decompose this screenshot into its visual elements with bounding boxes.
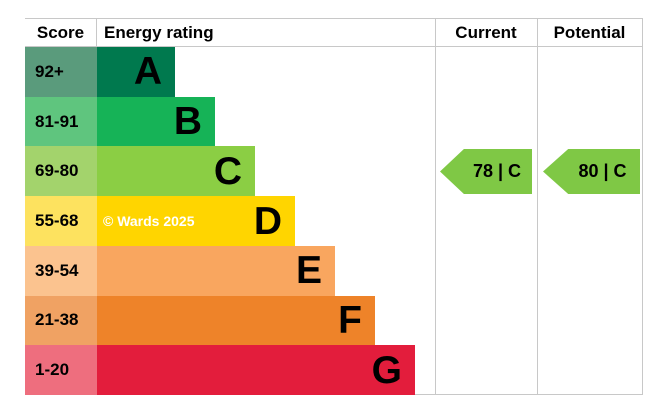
band-bar-f: F bbox=[97, 295, 375, 346]
band-bar-b: B bbox=[97, 96, 215, 147]
score-range-g: 1-20 bbox=[25, 345, 97, 396]
current-rating-label: 78 | C bbox=[472, 161, 522, 181]
band-letter: A bbox=[133, 50, 162, 94]
epc-band-row-b: 81-91 B bbox=[25, 96, 642, 147]
table-header: Score Energy rating Current Potential bbox=[25, 19, 642, 47]
band-bar-e: E bbox=[97, 245, 335, 296]
band-bar-a: A bbox=[97, 47, 175, 97]
epc-band-row-c: 69-80 C bbox=[25, 146, 642, 197]
epc-band-row-e: 39-54 E bbox=[25, 245, 642, 296]
score-range-d: 55-68 bbox=[25, 196, 97, 246]
score-column-header: Score bbox=[25, 19, 97, 46]
score-range-e: 39-54 bbox=[25, 245, 97, 296]
score-range-c: 69-80 bbox=[25, 146, 97, 197]
epc-band-row-g: 1-20 G bbox=[25, 345, 642, 396]
band-rows: 92+ A 81-91 B 69-80 C 55-68 D © Wards 2025 39-54 E… bbox=[25, 47, 642, 396]
band-bar-g: G bbox=[97, 345, 415, 396]
band-letter: C bbox=[213, 149, 242, 193]
current-column-divider bbox=[435, 19, 436, 394]
energy-rating-column-header: Energy rating bbox=[104, 22, 214, 42]
wards-copyright-watermark: © Wards 2025 bbox=[103, 213, 195, 230]
band-letter: D bbox=[253, 199, 282, 243]
band-bar-d: D © Wards 2025 bbox=[97, 196, 295, 246]
score-range-b: 81-91 bbox=[25, 96, 97, 147]
potential-rating-label: 80 | C bbox=[578, 161, 627, 181]
score-range-f: 21-38 bbox=[25, 295, 97, 346]
current-column-header: Current bbox=[455, 22, 517, 42]
potential-column-header: Potential bbox=[553, 22, 626, 42]
epc-band-row-f: 21-38 F bbox=[25, 295, 642, 346]
band-letter: F bbox=[338, 298, 362, 342]
epc-table: Score Energy rating Current Potential 92… bbox=[25, 18, 643, 396]
band-letter: B bbox=[173, 100, 202, 144]
current-rating-arrow: 78 | C bbox=[440, 149, 532, 194]
epc-band-row-d: 55-68 D © Wards 2025 bbox=[25, 196, 642, 246]
band-letter: G bbox=[371, 348, 402, 392]
potential-column-divider bbox=[537, 19, 538, 394]
score-range-a: 92+ bbox=[25, 47, 97, 97]
band-letter: E bbox=[295, 249, 322, 293]
epc-band-row-a: 92+ A bbox=[25, 47, 642, 97]
band-bar-c: C bbox=[97, 146, 255, 197]
